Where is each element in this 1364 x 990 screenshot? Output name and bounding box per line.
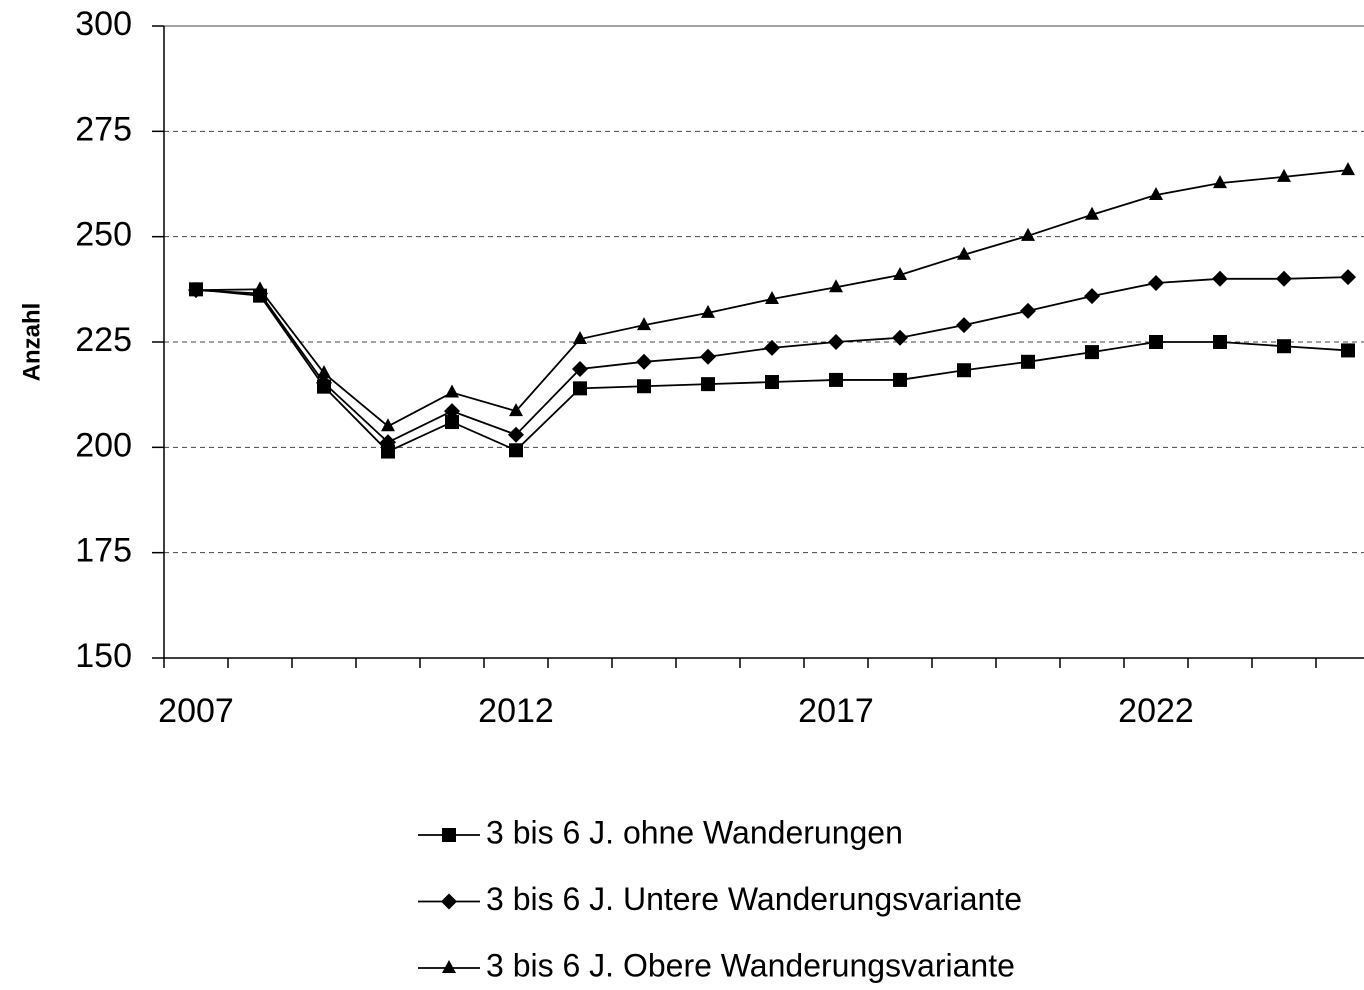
data-point xyxy=(701,377,715,392)
data-point xyxy=(381,444,395,459)
data-point xyxy=(1276,270,1292,287)
y-axis-label: Anzahl xyxy=(18,303,45,382)
x-tick-label: 2012 xyxy=(478,692,554,730)
data-point xyxy=(700,348,716,365)
data-point xyxy=(253,281,267,295)
y-tick-label: 275 xyxy=(75,110,132,148)
y-tick-label: 200 xyxy=(75,426,132,464)
data-point xyxy=(893,267,907,281)
data-point xyxy=(765,375,779,390)
data-point xyxy=(1341,343,1355,358)
legend-marker xyxy=(442,960,456,973)
x-tick-label: 2007 xyxy=(158,692,234,730)
data-point xyxy=(1085,206,1099,220)
y-tick-label: 175 xyxy=(75,532,132,570)
data-point xyxy=(509,403,523,417)
y-tick-label: 225 xyxy=(75,321,132,359)
data-point xyxy=(573,331,587,345)
data-point xyxy=(1021,354,1035,369)
data-point xyxy=(381,418,395,432)
data-point xyxy=(1020,302,1036,319)
data-point xyxy=(1084,288,1100,305)
data-point xyxy=(1213,335,1227,349)
data-point xyxy=(1021,227,1035,241)
legend-label: 3 bis 6 J. ohne Wanderungen xyxy=(486,814,903,850)
data-point xyxy=(316,374,332,391)
data-point xyxy=(828,334,844,350)
data-point xyxy=(1212,270,1228,287)
data-point xyxy=(1213,175,1227,189)
data-point xyxy=(765,291,779,305)
data-point xyxy=(1277,339,1291,354)
legend-label: 3 bis 6 J. Untere Wanderungsvariante xyxy=(486,881,1022,917)
y-tick-label: 250 xyxy=(75,216,132,254)
data-point xyxy=(637,317,651,331)
data-point xyxy=(636,353,652,370)
data-point xyxy=(444,403,460,420)
y-tick-label: 300 xyxy=(75,5,132,43)
y-tick-label: 150 xyxy=(75,637,132,675)
data-point xyxy=(957,246,971,260)
data-point xyxy=(1341,162,1355,176)
data-point xyxy=(572,360,588,377)
data-point xyxy=(957,363,971,378)
data-point xyxy=(892,329,908,346)
data-point xyxy=(701,304,715,318)
data-point xyxy=(445,415,459,430)
data-point xyxy=(764,339,780,356)
data-point xyxy=(509,443,523,458)
data-point xyxy=(893,372,907,387)
data-point xyxy=(1340,269,1356,286)
data-point xyxy=(508,426,524,443)
data-point xyxy=(829,279,843,293)
legend-marker xyxy=(441,893,457,910)
data-point xyxy=(956,317,972,334)
data-point xyxy=(317,365,331,379)
series-line xyxy=(195,288,1349,453)
data-point xyxy=(1149,186,1163,200)
data-point xyxy=(573,381,587,396)
x-tick-label: 2022 xyxy=(1118,692,1194,730)
x-tick-label: 2017 xyxy=(798,692,874,730)
data-point xyxy=(189,282,203,296)
data-point xyxy=(1148,275,1164,292)
data-point xyxy=(829,372,843,387)
legend-label: 3 bis 6 J. Obere Wanderungsvariante xyxy=(486,947,1015,983)
legend-marker xyxy=(442,828,456,842)
data-point xyxy=(1277,168,1291,182)
data-point xyxy=(1149,335,1163,349)
data-point xyxy=(1085,345,1099,360)
data-point xyxy=(445,384,459,398)
data-point xyxy=(637,379,651,394)
data-point xyxy=(380,434,396,451)
